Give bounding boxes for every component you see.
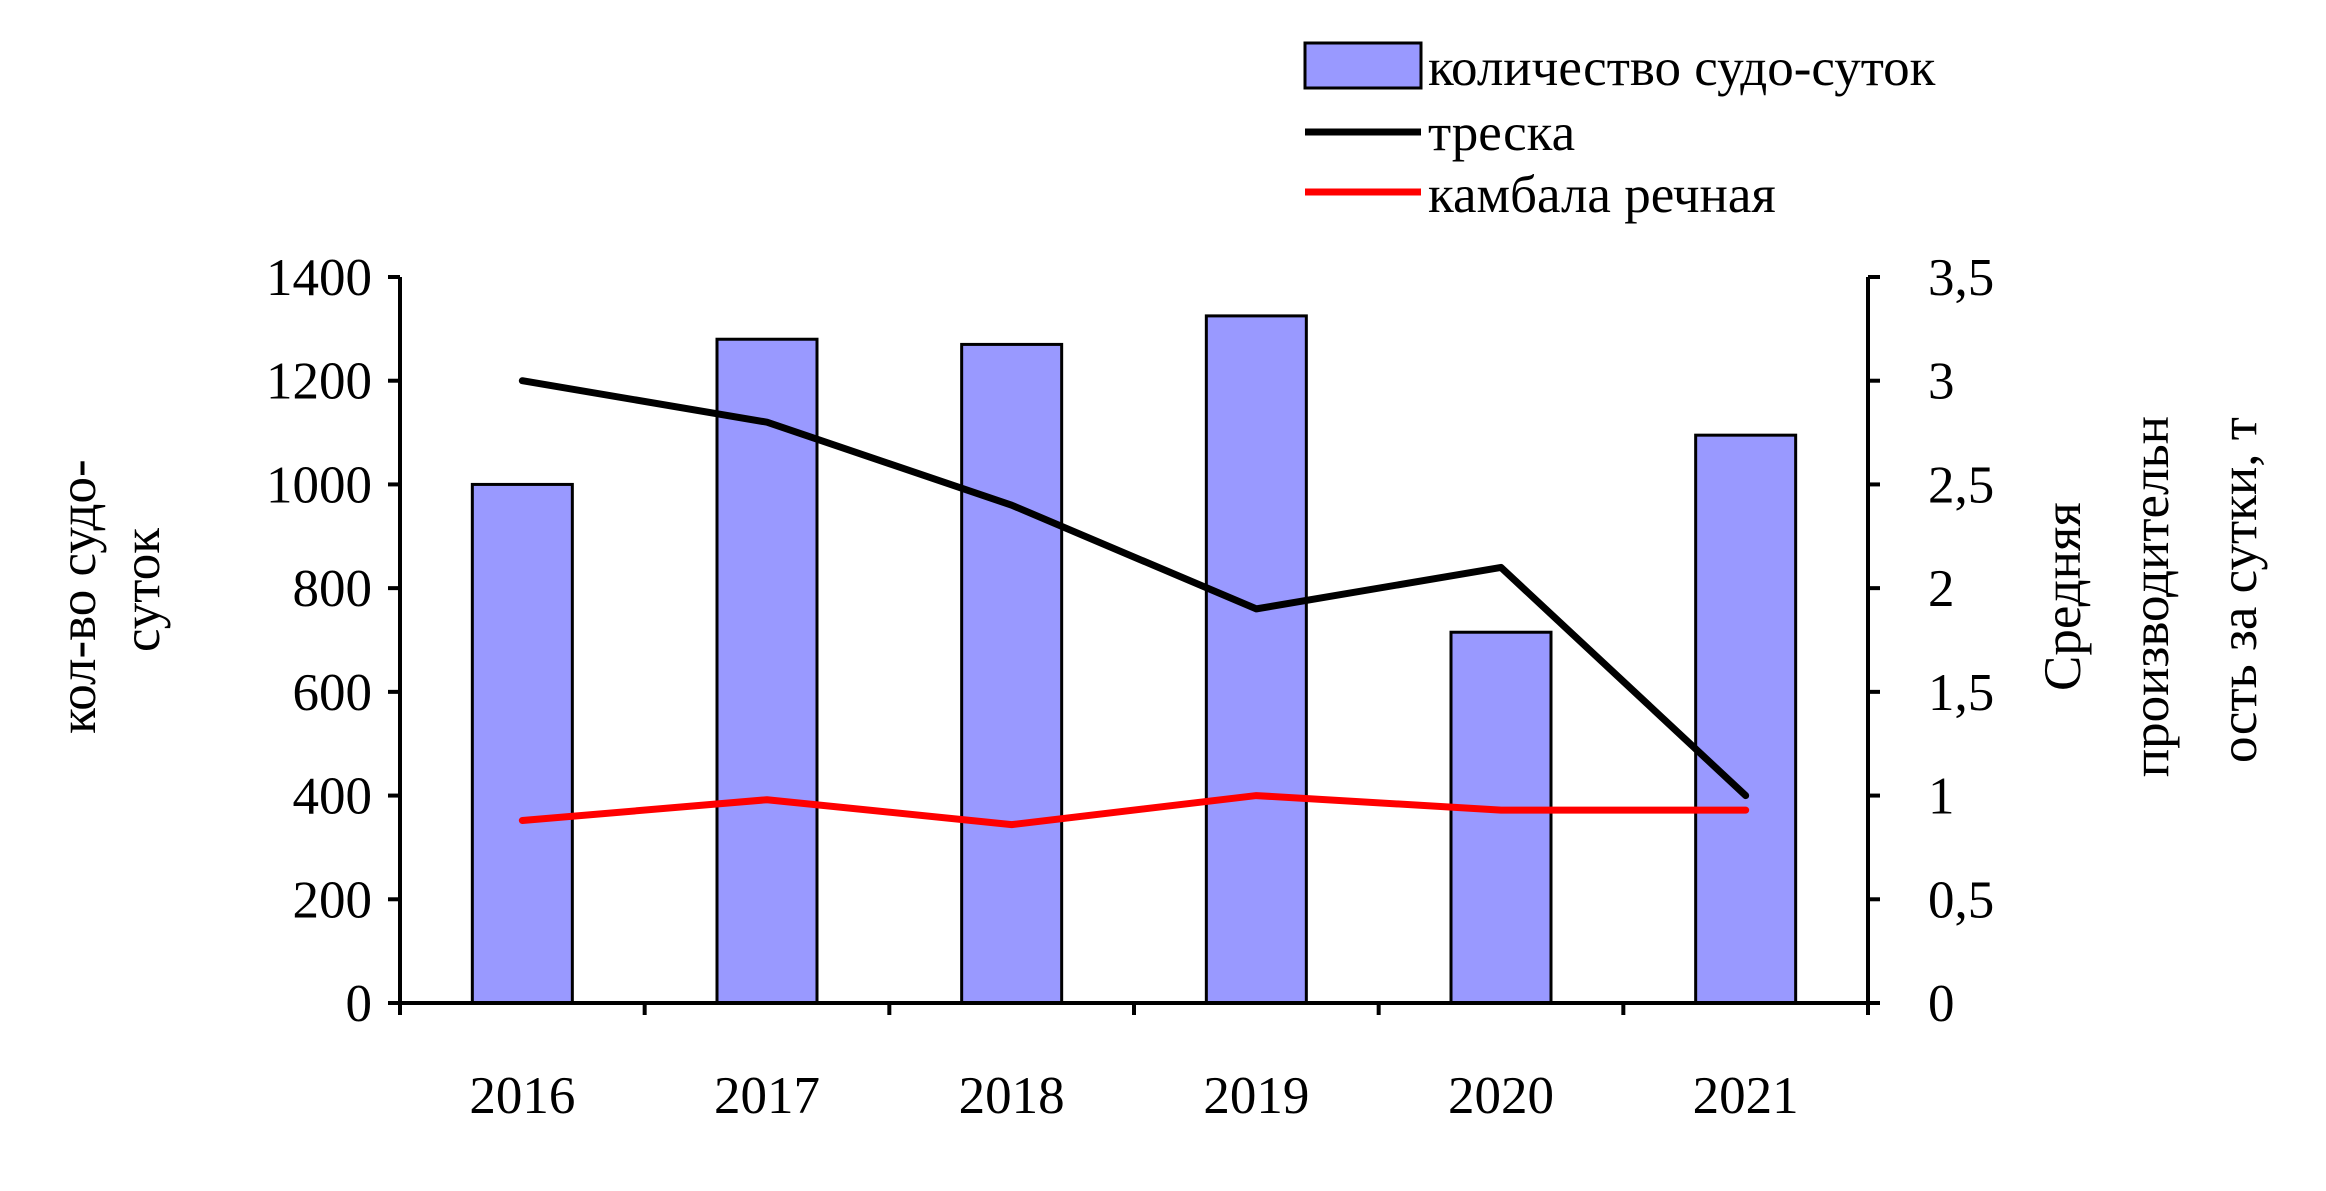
bar-series: [470, 314, 1798, 1005]
left-axis-ticks: 0 200 400 600 800 1000 1200 1400: [266, 249, 400, 1033]
left-axis-tick-label: 600: [293, 664, 373, 722]
x-axis-tick-label: 2020: [1448, 1067, 1554, 1125]
left-axis-tick-label: 200: [293, 871, 373, 929]
right-axis-tick-label: 1,5: [1928, 664, 1994, 722]
x-axis-tick-label: 2019: [1203, 1067, 1309, 1125]
axes: [398, 277, 1870, 1005]
left-axis-title: кол-во судо- суток: [49, 446, 171, 734]
left-axis-tick-label: 1200: [266, 353, 372, 411]
right-axis-ticks: 0 0,5 1 1,5 2 2,5 3 3,5: [1868, 249, 1994, 1033]
right-axis-title-line: ость за сутки, т: [2210, 417, 2268, 763]
bar: [470, 482, 574, 1005]
left-axis-title-line: кол-во судо-: [49, 459, 107, 733]
bar: [1449, 630, 1553, 1005]
right-axis-tick-label: 2,5: [1928, 456, 1994, 514]
bar: [1694, 433, 1798, 1005]
left-axis-tick-label: 1000: [266, 456, 372, 514]
right-axis-tick-label: 3: [1928, 353, 1955, 411]
right-axis-title: Средняя производительн ость за сутки, т: [2034, 403, 2268, 778]
right-axis-tick-label: 1: [1928, 768, 1955, 826]
x-axis-ticks: 2016 2017 2018 2019 2020 2021: [398, 1003, 1870, 1125]
right-axis-tick-label: 2: [1928, 560, 1955, 618]
right-axis-tick-label: 0,5: [1928, 871, 1994, 929]
series-line: [518, 792, 1750, 829]
bar: [715, 337, 819, 1005]
legend: количество судо-суток треска камбала реч…: [1303, 39, 1936, 224]
bar: [960, 342, 1064, 1005]
x-axis-tick-label: 2017: [714, 1067, 820, 1125]
series-line: [518, 377, 1750, 800]
legend-swatch-bar: [1303, 41, 1423, 90]
left-axis-tick-label: 400: [293, 768, 373, 826]
x-axis-tick-label: 2018: [959, 1067, 1065, 1125]
line-series: [518, 377, 1750, 829]
left-axis-tick-label: 1400: [266, 249, 372, 307]
legend-label: камбала речная: [1428, 166, 1776, 224]
left-axis-title-line: суток: [113, 528, 171, 652]
right-axis-tick-label: 3,5: [1928, 249, 1994, 307]
legend-label: треска: [1428, 104, 1575, 162]
x-axis-tick-label: 2021: [1693, 1067, 1799, 1125]
right-axis-title-line: Средняя: [2034, 502, 2092, 691]
legend-label: количество судо-суток: [1428, 39, 1936, 97]
left-axis-tick-label: 800: [293, 560, 373, 618]
x-axis-tick-label: 2016: [469, 1067, 575, 1125]
right-axis-title-line: производительн: [2122, 416, 2180, 777]
right-axis-tick-label: 0: [1928, 975, 1955, 1033]
bar: [1204, 314, 1308, 1005]
left-axis-tick-label: 0: [346, 975, 373, 1033]
